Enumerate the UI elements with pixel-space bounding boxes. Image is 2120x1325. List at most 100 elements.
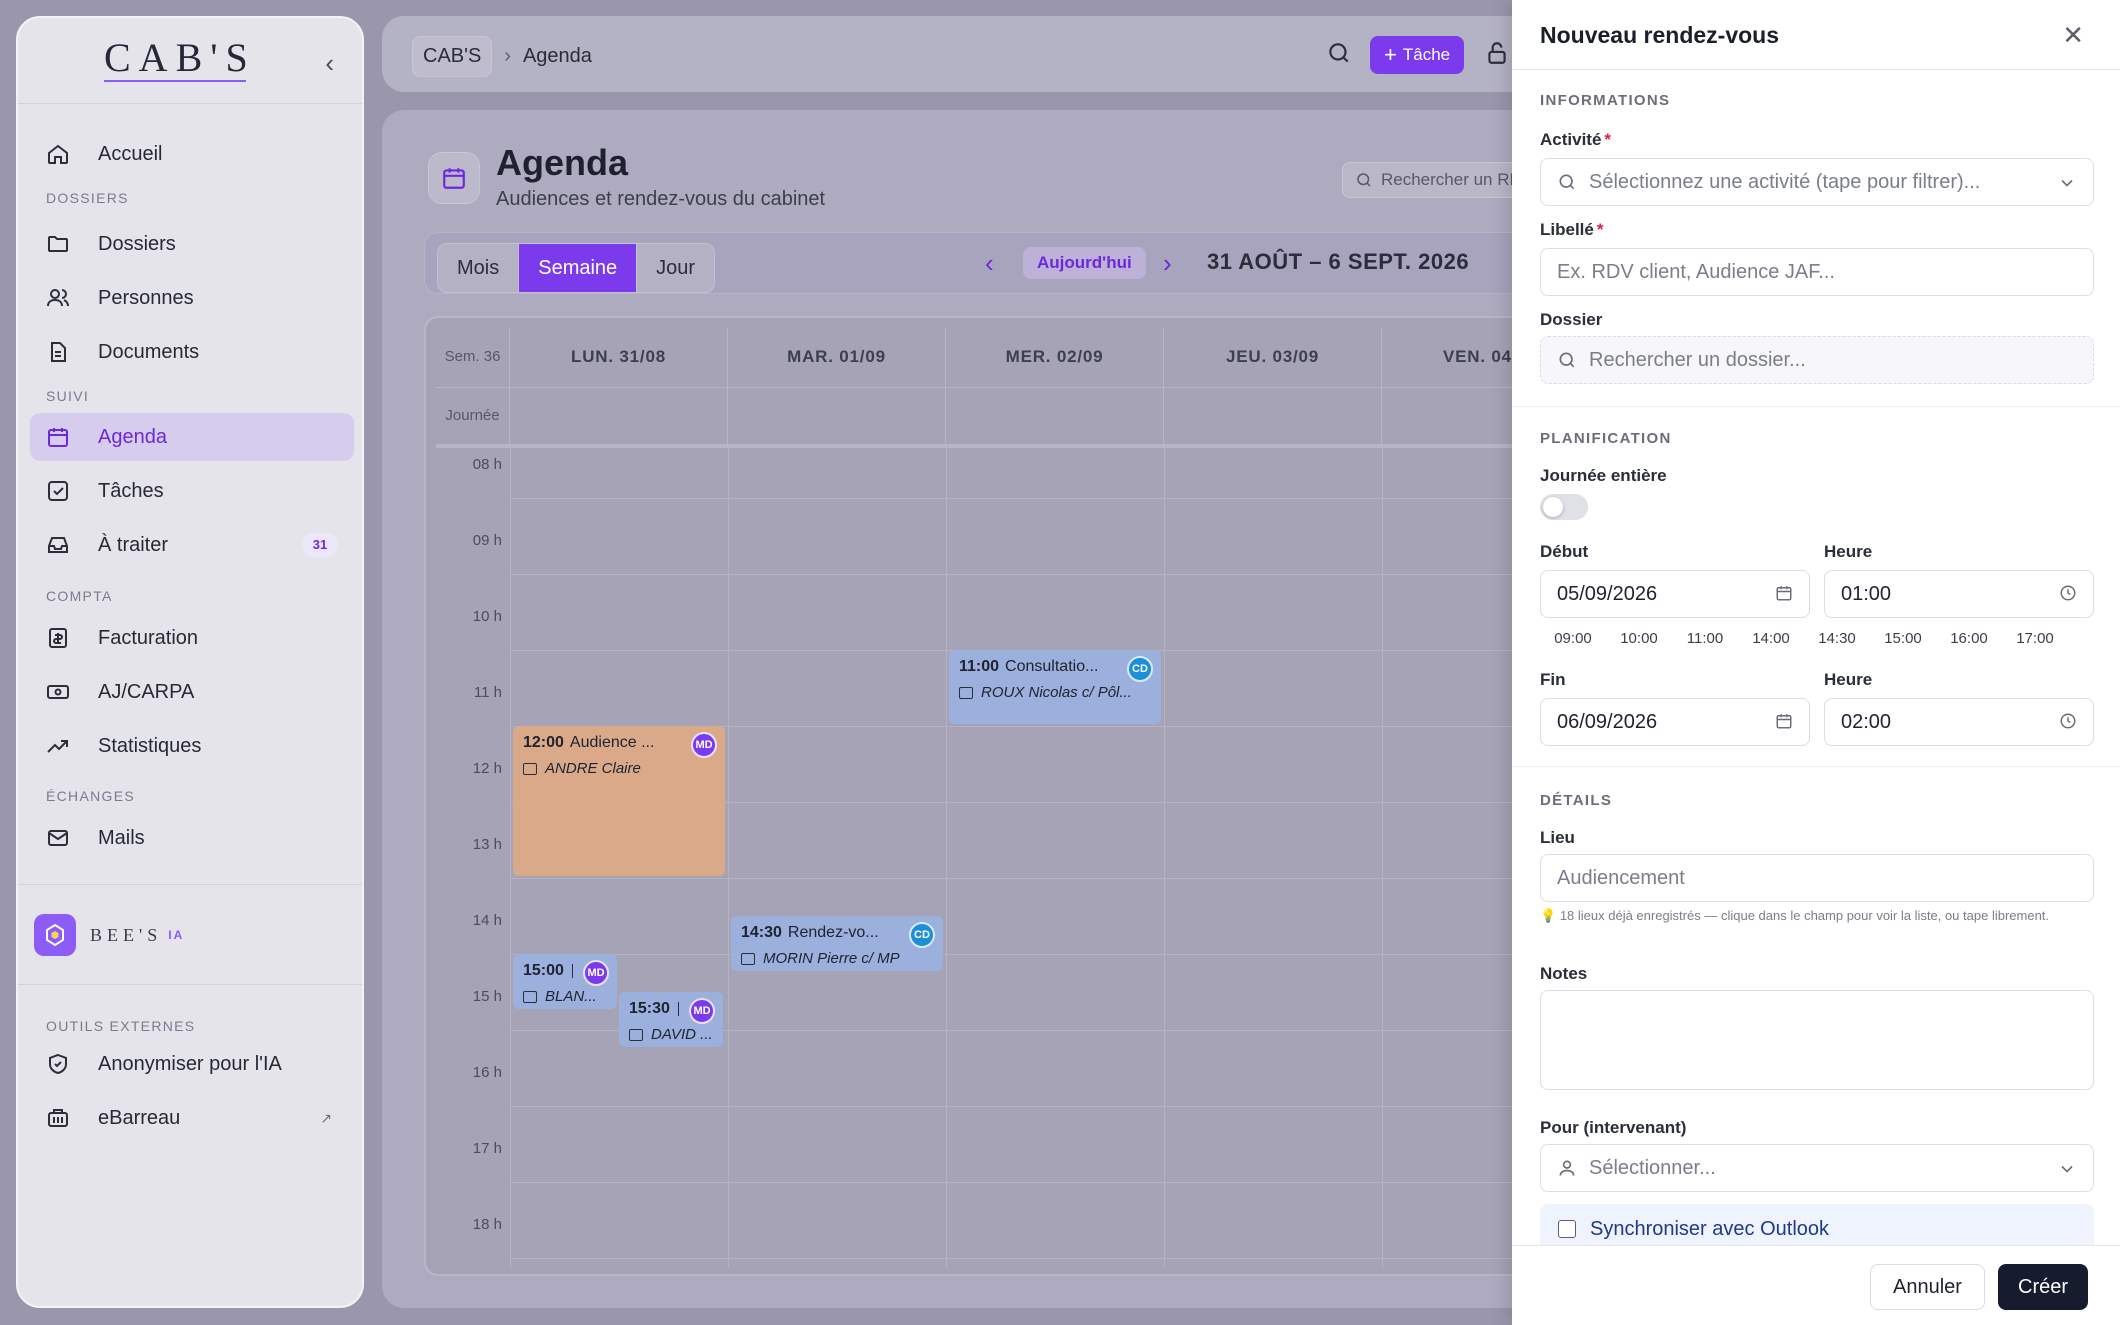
- event-header: 15:30: [629, 1000, 713, 1018]
- allday-label: Journée: [436, 388, 510, 448]
- day-header[interactable]: MER. 02/09: [946, 328, 1164, 388]
- close-icon[interactable]: ✕: [2062, 20, 2084, 50]
- event-title: Consultatio...: [1005, 658, 1099, 675]
- quick-hour-chip[interactable]: 16:00: [1950, 630, 1988, 647]
- divider: [18, 884, 362, 885]
- libelle-placeholder: Ex. RDV client, Audience JAF...: [1557, 260, 1835, 283]
- quick-hour-chip[interactable]: 11:00: [1686, 630, 1724, 647]
- quick-hour-chip[interactable]: 14:30: [1818, 630, 1856, 647]
- fin-date-input[interactable]: 06/09/2026: [1540, 698, 1810, 746]
- hour-line: [510, 1258, 1600, 1259]
- calendar-event[interactable]: 12:00 Audience ... MD ANDRE Claire: [513, 726, 725, 876]
- folder-icon: [523, 762, 537, 775]
- event-folder: MORIN Pierre c/ MP: [741, 950, 933, 967]
- search-icon[interactable]: [1326, 40, 1352, 71]
- sync-checkbox[interactable]: [1558, 1220, 1576, 1238]
- allday-cell[interactable]: [946, 388, 1164, 448]
- day-header[interactable]: MAR. 01/09: [728, 328, 946, 388]
- avatar: MD: [689, 998, 715, 1024]
- quick-hour-chip[interactable]: 14:00: [1752, 630, 1790, 647]
- hour-label: 10 h: [472, 608, 502, 625]
- allday-cell[interactable]: [1164, 388, 1382, 448]
- outlook-sync-option[interactable]: Synchroniser avec Outlook: [1540, 1204, 2094, 1245]
- today-button[interactable]: Aujourd'hui: [1023, 247, 1146, 279]
- sidebar-item-dossiers[interactable]: Dossiers: [30, 220, 354, 268]
- required-mark: *: [1604, 130, 1612, 149]
- column-line: [946, 448, 947, 1268]
- quick-hour-chip[interactable]: 09:00: [1554, 630, 1592, 647]
- chevron-left-icon[interactable]: ‹: [325, 48, 334, 78]
- panel-title: Nouveau rendez-vous: [1540, 22, 1779, 48]
- view-month-button[interactable]: Mois: [438, 244, 520, 292]
- section-suivi: SUIVI: [46, 388, 90, 404]
- fin-hour-input[interactable]: 02:00: [1824, 698, 2094, 746]
- dossier-search-input[interactable]: Rechercher un dossier...: [1540, 336, 2094, 384]
- event-folder-label: DAVID ...: [651, 1026, 713, 1043]
- day-header[interactable]: JEU. 03/09: [1164, 328, 1382, 388]
- avatar: MD: [691, 732, 717, 758]
- activite-label: Activité *: [1540, 130, 1611, 150]
- cancel-button[interactable]: Annuler: [1870, 1264, 1985, 1310]
- sidebar-item-facturation[interactable]: Facturation: [30, 614, 354, 662]
- calendar-event[interactable]: 15:00 MD BLAN...: [513, 954, 617, 1009]
- bees-ia-link[interactable]: BEE'S IA: [34, 914, 184, 956]
- quick-hour-chip[interactable]: 10:00: [1620, 630, 1658, 647]
- sidebar-item-aj-carpa[interactable]: AJ/CARPA: [30, 668, 354, 716]
- invoice-icon: [44, 624, 72, 652]
- sidebar-item-documents[interactable]: Documents: [30, 328, 354, 376]
- sidebar-item-taches[interactable]: Tâches: [30, 467, 354, 515]
- calendar-event[interactable]: 11:00 Consultatio... CD ROUX Nicolas c/ Pôl…: [949, 650, 1161, 724]
- sidebar-item-statistiques[interactable]: Statistiques: [30, 722, 354, 770]
- allday-toggle[interactable]: [1540, 494, 1588, 520]
- sidebar-item-personnes[interactable]: Personnes: [30, 274, 354, 322]
- debut-date-input[interactable]: 05/09/2026: [1540, 570, 1810, 618]
- activite-select[interactable]: Sélectionnez une activité (tape pour fil…: [1540, 158, 2094, 206]
- quick-hour-chip[interactable]: 17:00: [2016, 630, 2054, 647]
- page-title: Agenda: [496, 142, 629, 183]
- hour-label: 09 h: [472, 532, 502, 549]
- calendar-event[interactable]: 14:30 Rendez-vo... CD MORIN Pierre c/ MP: [731, 916, 943, 971]
- add-task-button[interactable]: + Tâche: [1370, 36, 1465, 74]
- sidebar-item-mails[interactable]: Mails: [30, 814, 354, 862]
- lightbulb-icon: 💡: [1540, 908, 1560, 923]
- quick-hours: 09:00 10:00 11:00 14:00 14:30 15:00 16:0…: [1540, 630, 2068, 647]
- section-informations: INFORMATIONS: [1540, 92, 1671, 109]
- lieu-placeholder: Audiencement: [1557, 866, 1685, 889]
- allday-cell[interactable]: [728, 388, 946, 448]
- hour-label: 15 h: [472, 988, 502, 1005]
- next-icon[interactable]: ›: [1163, 248, 1172, 278]
- breadcrumb-root[interactable]: CAB'S: [412, 36, 493, 77]
- sidebar-item-label: AJ/CARPA: [98, 680, 195, 703]
- sidebar-item-a-traiter[interactable]: À traiter 31: [30, 521, 354, 569]
- libelle-input[interactable]: Ex. RDV client, Audience JAF...: [1540, 248, 2094, 296]
- allday-cell[interactable]: [510, 388, 728, 448]
- hour-label: 16 h: [472, 1064, 502, 1081]
- quick-hour-chip[interactable]: 15:00: [1884, 630, 1922, 647]
- calendar-event[interactable]: 15:30 MD DAVID ...: [619, 992, 723, 1047]
- intervenant-select[interactable]: Sélectionner...: [1540, 1144, 2094, 1192]
- day-header[interactable]: LUN. 31/08: [510, 328, 728, 388]
- view-week-button[interactable]: Semaine: [519, 244, 638, 292]
- lieu-input[interactable]: Audiencement: [1540, 854, 2094, 902]
- intervenant-placeholder: Sélectionner...: [1589, 1156, 1716, 1179]
- week-number: Sem. 36: [436, 328, 510, 388]
- sidebar-item-label: Tâches: [98, 479, 164, 502]
- sidebar-item-accueil[interactable]: Accueil: [30, 130, 354, 178]
- shield-icon: [44, 1050, 72, 1078]
- sidebar-item-ebarreau[interactable]: eBarreau ↗: [30, 1094, 354, 1142]
- view-day-button[interactable]: Jour: [656, 257, 696, 279]
- create-button[interactable]: Créer: [1998, 1264, 2089, 1310]
- separator: [571, 964, 573, 978]
- previous-icon[interactable]: ‹: [985, 248, 994, 278]
- event-time: 12:00: [523, 734, 564, 751]
- calendar-icon: [428, 152, 480, 204]
- section-planification: PLANIFICATION: [1540, 430, 1672, 447]
- lock-icon[interactable]: [1484, 40, 1510, 71]
- sync-label: Synchroniser avec Outlook: [1590, 1217, 1830, 1240]
- sidebar-item-label: Agenda: [98, 425, 167, 448]
- debut-hour-input[interactable]: 01:00: [1824, 570, 2094, 618]
- sidebar-item-anonymiser[interactable]: Anonymiser pour l'IA: [30, 1040, 354, 1088]
- notes-textarea[interactable]: [1540, 990, 2094, 1090]
- sidebar-item-agenda[interactable]: Agenda: [30, 413, 354, 461]
- search-icon: [1559, 174, 1575, 190]
